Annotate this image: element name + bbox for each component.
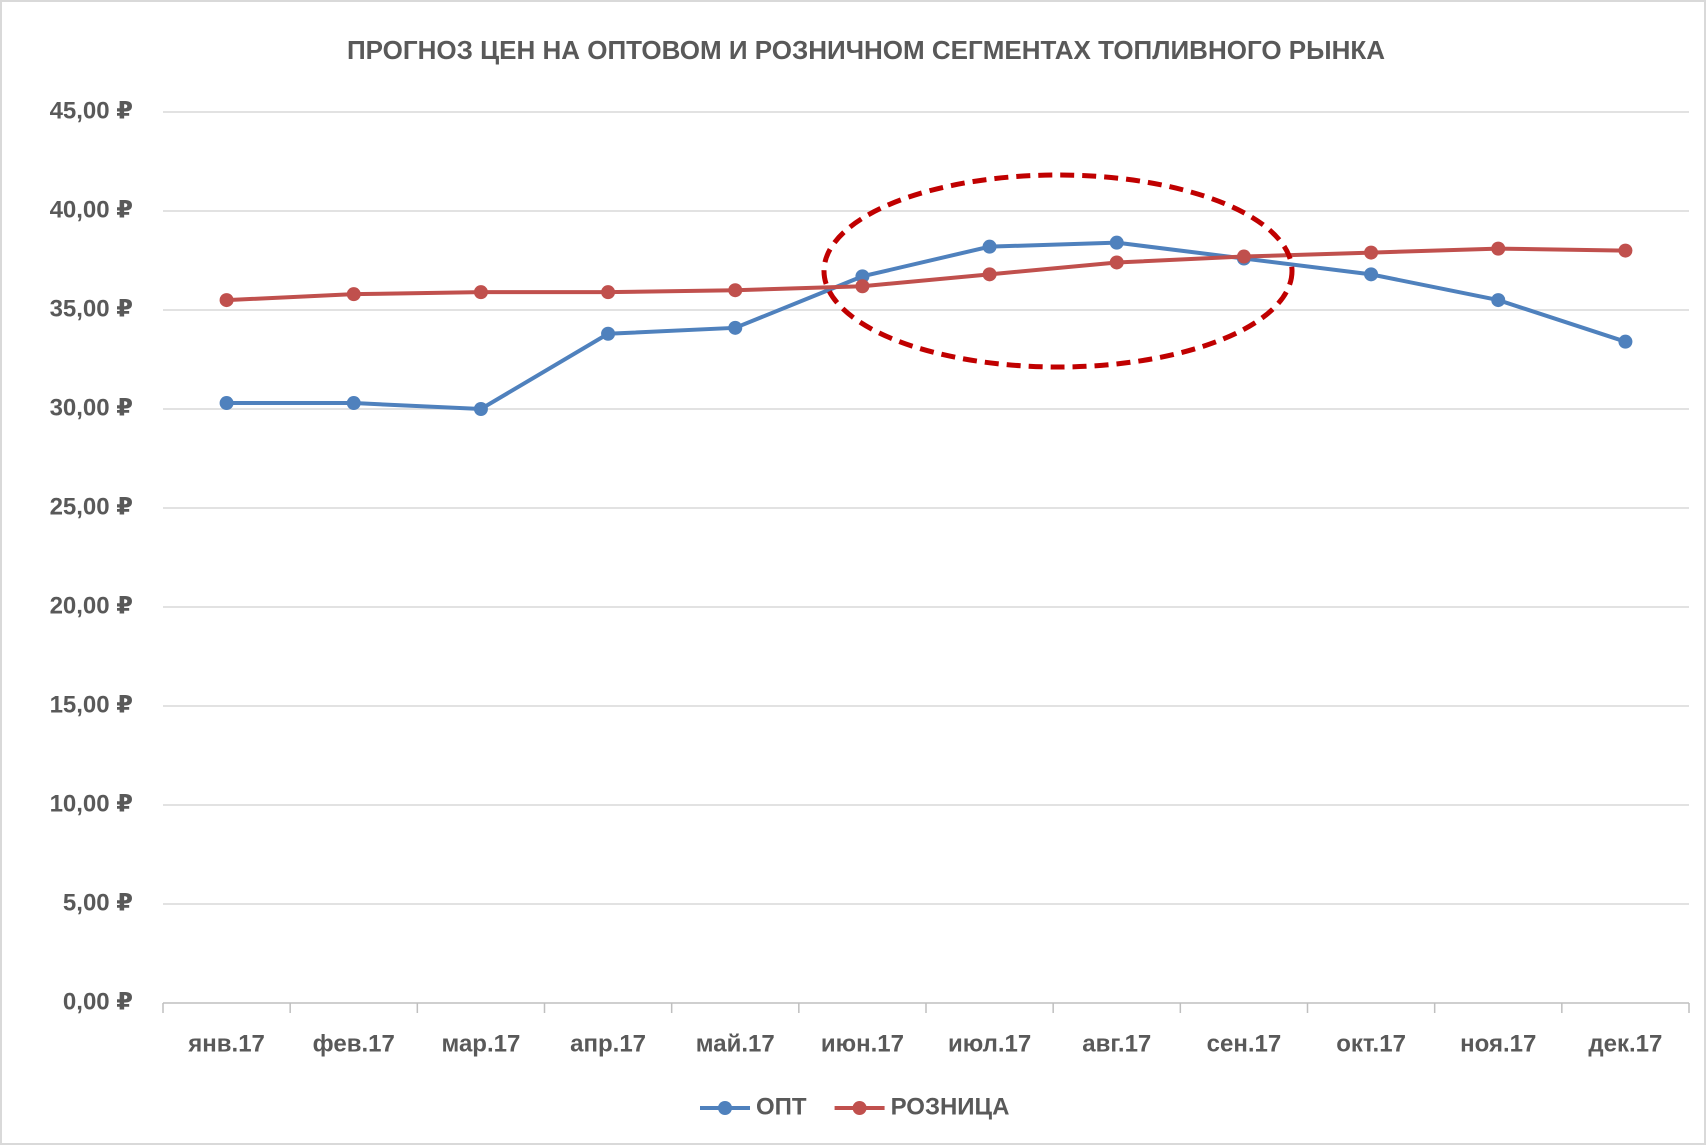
- x-tick-label: авг.17: [1082, 1030, 1151, 1057]
- y-tick-label: 40,00 ₽: [50, 196, 133, 223]
- data-point: [346, 396, 361, 411]
- data-point: [1491, 293, 1506, 308]
- x-tick-label: окт.17: [1336, 1030, 1406, 1057]
- x-tick-label: сен.17: [1207, 1030, 1282, 1057]
- data-point: [1364, 245, 1379, 260]
- data-point: [855, 269, 870, 284]
- data-point: [346, 287, 361, 302]
- x-tick-label: июл.17: [948, 1030, 1031, 1057]
- data-point: [219, 293, 234, 308]
- legend-marker: [852, 1101, 867, 1115]
- data-point: [1491, 241, 1506, 256]
- legend-label: ОПТ: [756, 1093, 807, 1120]
- series-line: [226, 240, 1627, 412]
- chart-title: ПРОГНОЗ ЦЕН НА ОПТОВОМ И РОЗНИЧНОМ СЕГМЕ…: [347, 35, 1385, 65]
- highlight-ellipse: [821, 172, 1295, 370]
- data-point: [1364, 267, 1379, 282]
- legend-marker: [718, 1101, 732, 1115]
- y-tick-label: 5,00 ₽: [63, 889, 133, 916]
- series-line: [226, 246, 1626, 303]
- x-tick-label: мар.17: [442, 1030, 521, 1057]
- data-point: [982, 239, 997, 254]
- y-tick-label: 45,00 ₽: [50, 97, 133, 124]
- legend-label: РОЗНИЦА: [891, 1093, 1010, 1120]
- y-tick-label: 10,00 ₽: [50, 790, 133, 817]
- data-point: [855, 279, 870, 294]
- x-tick-label: янв.17: [187, 1030, 265, 1057]
- data-point: [1618, 334, 1633, 349]
- x-tick-label: июн.17: [821, 1030, 904, 1057]
- data-point: [601, 326, 616, 341]
- data-point: [982, 267, 997, 282]
- x-tick-label: май.17: [696, 1030, 775, 1057]
- x-tick-label: фев.17: [313, 1030, 395, 1057]
- data-point: [1109, 255, 1124, 270]
- data-point: [1236, 249, 1251, 264]
- data-point: [1618, 243, 1633, 258]
- data-point: [601, 285, 616, 300]
- data-point: [473, 285, 488, 300]
- y-tick-label: 25,00 ₽: [50, 493, 133, 520]
- y-tick-label: 30,00 ₽: [50, 394, 133, 421]
- data-point: [473, 402, 488, 416]
- y-tick-label: 35,00 ₽: [50, 295, 133, 322]
- y-tick-label: 20,00 ₽: [50, 592, 133, 619]
- data-point: [1109, 235, 1124, 250]
- data-point: [728, 283, 743, 298]
- x-tick-label: ноя.17: [1460, 1030, 1536, 1057]
- data-point: [728, 320, 743, 335]
- data-point: [219, 396, 234, 411]
- x-tick-label: дек.17: [1588, 1030, 1662, 1057]
- y-tick-label: 0,00 ₽: [63, 988, 133, 1015]
- y-tick-label: 15,00 ₽: [50, 691, 133, 718]
- x-tick-label: апр.17: [570, 1030, 646, 1057]
